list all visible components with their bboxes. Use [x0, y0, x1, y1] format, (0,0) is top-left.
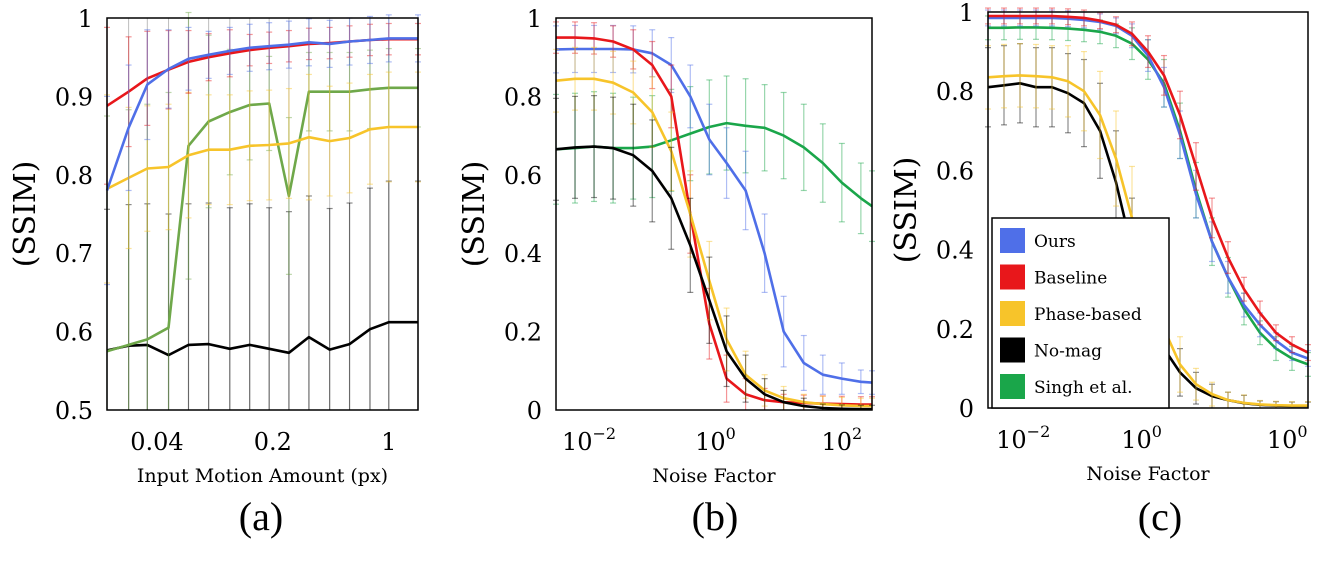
series-line — [555, 77, 872, 408]
y-tick-label: 0.9 — [55, 83, 93, 111]
x-ticks: 10−2 100 100 — [996, 422, 1307, 454]
y-tick-label: 0.4 — [936, 237, 974, 265]
tick-base: 10 — [1267, 426, 1298, 454]
series-line — [555, 145, 872, 411]
legend-item: Phase-based — [1000, 301, 1142, 326]
series-no-mag — [104, 180, 421, 410]
series-line — [555, 121, 873, 208]
legend: Ours Baseline Phase-based No-mag Singh et al… — [991, 217, 1170, 409]
panel-a: 0.5 0.6 0.7 0.8 0.9 1 0.04 0.2 1 Input Motion Amo… — [8, 5, 421, 539]
legend-item: Baseline — [1000, 264, 1107, 290]
series-ours — [985, 9, 1311, 368]
series-line — [105, 37, 418, 191]
x-tick-label: 10−2 — [996, 422, 1050, 454]
series-phase-based — [104, 71, 421, 284]
panel-label: (c) — [1138, 494, 1182, 539]
y-tick-label: 0.5 — [55, 397, 93, 425]
y-axis-label: (SSIM) — [457, 161, 492, 268]
grid-lines — [128, 18, 390, 410]
y-axis-label: (SSIM) — [889, 157, 924, 264]
legend-swatch — [1000, 337, 1025, 363]
tick-base: 10 — [996, 426, 1027, 454]
x-ticks: 0.04 0.2 1 — [130, 428, 396, 456]
y-tick-label: 0.7 — [55, 240, 93, 268]
x-axis-label: Noise Factor — [1086, 463, 1210, 485]
y-tick-label: 0.8 — [936, 78, 974, 106]
legend-label: Singh et al. — [1034, 378, 1133, 398]
plot-frame — [555, 17, 873, 411]
y-ticks: 0 0.2 0.4 0.6 0.8 1 — [504, 5, 542, 425]
series-phase-based — [553, 46, 875, 410]
tick-exponent: 0 — [726, 424, 736, 443]
y-tick-label: 0.2 — [936, 316, 974, 344]
series-no-mag — [553, 95, 875, 411]
legend-item: Singh et al. — [1000, 374, 1133, 399]
series-line — [988, 16, 1309, 360]
series-line — [988, 14, 1309, 354]
y-axis-label: (SSIM) — [8, 161, 43, 268]
x-axis-label: Noise Factor — [652, 465, 776, 487]
y-ticks: 0 0.2 0.4 0.6 0.8 1 — [936, 0, 974, 423]
tick-exponent: −2 — [1027, 422, 1051, 441]
x-tick-label: 10−2 — [562, 424, 616, 456]
tick-exponent: −2 — [593, 424, 617, 443]
series-baseline — [985, 7, 1311, 362]
series-ours — [104, 14, 421, 286]
series-line — [988, 26, 1309, 366]
x-ticks: 10−2 100 102 — [562, 424, 862, 456]
tick-exponent: 0 — [1297, 422, 1307, 441]
y-tick-label: 0.4 — [504, 240, 542, 268]
series-line — [106, 320, 418, 357]
x-tick-label: 0.2 — [254, 428, 292, 456]
tick-exponent: 2 — [852, 424, 862, 443]
x-axis-label: Input Motion Amount (px) — [137, 465, 388, 487]
y-tick-label: 1 — [527, 5, 542, 33]
tick-exponent: 0 — [1152, 422, 1162, 441]
y-tick-label: 0.6 — [504, 162, 542, 190]
legend-item: Ours — [1000, 228, 1076, 253]
series-line — [556, 36, 872, 406]
y-tick-label: 0.6 — [55, 319, 93, 347]
y-tick-label: 0.6 — [936, 157, 974, 185]
series-singh-et-al- — [553, 75, 875, 243]
series-line — [555, 47, 873, 384]
legend-label: Phase-based — [1034, 305, 1142, 325]
tick-base: 10 — [562, 428, 593, 456]
x-tick-label: 100 — [1121, 422, 1162, 454]
series-singh-a — [104, 11, 421, 410]
tick-base: 10 — [1121, 426, 1152, 454]
panel-label: (b) — [692, 494, 739, 539]
legend-label: Baseline — [1034, 269, 1107, 289]
legend-label: No-mag — [1034, 342, 1102, 362]
y-tick-label: 0.8 — [55, 162, 93, 190]
legend-label: Ours — [1034, 232, 1076, 252]
y-tick-label: 1 — [959, 0, 974, 27]
y-tick-label: 0 — [959, 395, 974, 423]
series-line — [106, 86, 418, 353]
series-line — [106, 125, 418, 191]
x-tick-label: 1 — [381, 428, 396, 456]
x-tick-label: 102 — [821, 424, 862, 456]
tick-base: 10 — [695, 428, 726, 456]
legend-swatch — [1000, 264, 1025, 290]
y-tick-label: 1 — [78, 5, 93, 33]
y-tick-label: 0.8 — [504, 83, 542, 111]
x-tick-label: 100 — [695, 424, 736, 456]
x-tick-label: 100 — [1267, 422, 1308, 454]
legend-swatch — [1000, 301, 1025, 326]
y-tick-label: 0.2 — [504, 319, 542, 347]
series-line — [106, 37, 418, 107]
panel-label: (a) — [239, 494, 283, 539]
legend-swatch — [1000, 374, 1025, 399]
tick-base: 10 — [821, 428, 852, 456]
legend-swatch — [1000, 228, 1025, 253]
y-tick-label: 0 — [527, 397, 542, 425]
legend-item: No-mag — [1000, 337, 1102, 363]
plot-frame — [106, 17, 419, 411]
x-tick-label: 0.04 — [130, 428, 183, 456]
y-ticks: 0.5 0.6 0.7 0.8 0.9 1 — [55, 5, 93, 425]
